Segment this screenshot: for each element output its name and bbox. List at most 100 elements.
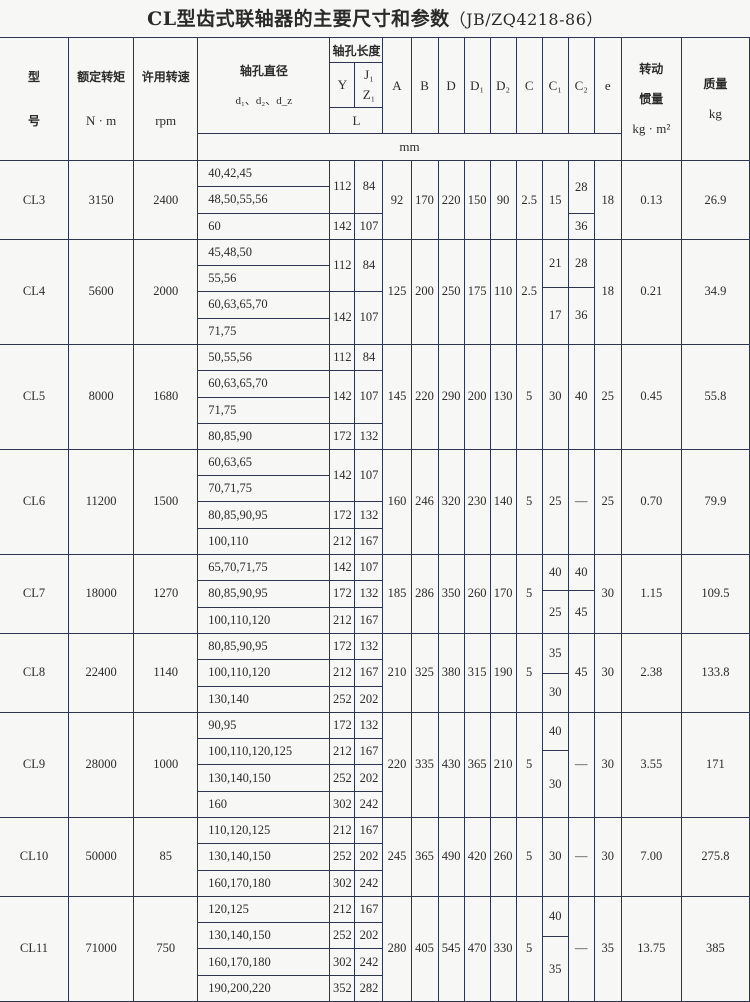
table-row: 60,63,65,70 142 107 [0,369,750,424]
cell-d: 430 [437,711,465,818]
cell-b: 246 [410,448,439,555]
cell-c1: 30 [541,343,569,450]
cell-length-j1-z1: 132 [354,711,384,740]
cell-d: 290 [437,343,465,450]
cell-b: 220 [410,343,439,450]
cell-length-y: 352 [329,974,356,1002]
header-unit-mm: mm [197,133,622,161]
cell-length-j1-z1: 202 [354,922,384,950]
c1-segment: 30 [543,750,568,816]
cell-e: 30 [593,632,622,713]
table-row: CL9 28000 1000 90,95 172 132 220 335 430 365 210 5 4… [0,711,750,818]
cell-speed: 1270 [133,553,199,634]
cell-bore-diameters: 40,42,45 [197,159,331,188]
header-Y: Y [329,62,356,108]
cell-b: 170 [410,160,439,240]
cell-length-y: 142 [329,369,356,424]
cell-c: 5 [515,632,543,713]
cell-length-y: 112 [329,239,356,292]
cell-length-j1-z1: 107 [354,553,384,582]
cell-bore-diameters: 100,110,120,125 [197,738,331,766]
table-row: CL6 11200 1500 60,63,65 142 107 160 246 320 230 14… [0,448,750,555]
table-row: 60 142 107 [0,212,750,241]
cell-c2: — [567,711,595,818]
cell-torque: 18000 [68,553,135,634]
cell-length-y: 172 [329,711,356,740]
header-C1: C₁ [541,37,569,134]
cell-bore-diameters: 100,110,120 [197,606,331,634]
c1-segment: 40 [548,565,562,580]
cell-c1: 15 [541,160,569,240]
c1-segment: 21 [548,255,562,270]
cell-length-y: 172 [329,422,356,450]
c2-segment: — [574,757,588,772]
table-row: 60,63,65,70 142 107 [0,291,750,345]
table-body: CL3 3150 2400 40,42,45 112 84 92 170 220 150 90 2.5… [0,159,750,1002]
header-bore-length: 轴孔长度 [329,37,384,63]
cell-d2: 210 [489,711,517,818]
c1-segment: 35 [548,645,562,660]
cell-length-j1-z1: 107 [354,291,384,345]
table-row: 100,110,120,125 212 167 [0,738,750,766]
header-e: e [593,37,622,134]
cell-speed: 1140 [133,632,199,713]
cell-a: 210 [382,632,412,713]
cell-length-y: 302 [329,869,356,897]
cell-c2: 28 36 [567,239,595,345]
cell-b: 365 [410,816,439,897]
cell-length-y: 252 [329,843,356,871]
cell-speed: 2000 [133,239,199,345]
cell-a: 160 [382,448,412,555]
cell-length-y: 212 [329,816,356,845]
cell-c1: 30 [541,816,569,897]
table-row: 71,75 [0,317,750,345]
cell-model: CL9 [0,711,70,818]
cell-length-j1-z1: 132 [354,422,384,450]
c2-segment: — [574,941,588,956]
cell-bore-diameters: 45,48,50 [197,239,331,266]
header-speed: 许用转速 rpm [133,37,199,161]
cell-c: 5 [515,711,543,818]
header-D1: D₁ [463,37,491,134]
cell-length-j1-z1: 202 [354,685,384,713]
table-row: CL3 3150 2400 40,42,45 112 84 92 170 220 150 90 2.5… [0,159,750,240]
cell-b: 335 [410,711,439,818]
header-mass: 质量 kg [680,37,750,161]
cell-d1: 365 [463,711,491,818]
cell-torque: 5600 [68,239,135,345]
cell-length-j1-z1: 282 [354,974,384,1002]
cell-d: 250 [437,239,465,345]
cell-c: 5 [515,343,543,450]
c1-segment: 25 [548,494,562,509]
cell-d: 220 [437,160,465,240]
header-D: D [437,37,465,134]
cell-speed: 1500 [133,448,199,555]
c1-segment: 35 [543,936,568,1000]
cell-bore-diameters: 60,63,65 [197,448,331,477]
cell-mass: 26.9 [680,160,750,240]
cell-length-j1-z1: 132 [354,501,384,529]
cell-length-y: 142 [329,448,356,503]
cell-bore-diameters: 100,110,120 [197,659,331,687]
table-row: 130,140 252 202 [0,685,750,713]
cell-inertia: 0.45 [620,343,682,450]
header-J1-Z1: J₁ Z₁ [354,62,384,108]
cell-length-j1-z1: 167 [354,816,384,845]
cell-b: 286 [410,553,439,634]
cell-bore-diameters: 160 [197,790,331,818]
cell-model: CL4 [0,239,70,345]
cell-bore-diameters: 50,55,56 [197,343,331,371]
table-row: CL5 8000 1680 50,55,56 112 84 145 220 290 200 130 5… [0,343,750,450]
cell-c1: 35 30 [541,632,569,713]
cell-bore-diameters: 130,140 [197,685,331,713]
cell-length-j1-z1: 202 [354,764,384,792]
cell-b: 200 [410,239,439,345]
cell-model: CL11 [0,895,70,1002]
cell-mass: 34.9 [680,239,750,345]
cell-d2: 190 [489,632,517,713]
cell-length-j1-z1: 84 [354,239,384,292]
cell-bore-diameters: 160,170,180 [197,948,331,976]
cell-bore-diameters: 80,85,90,95 [197,501,331,529]
cell-length-y: 212 [329,738,356,766]
cell-bore-diameters: 60 [197,212,331,241]
